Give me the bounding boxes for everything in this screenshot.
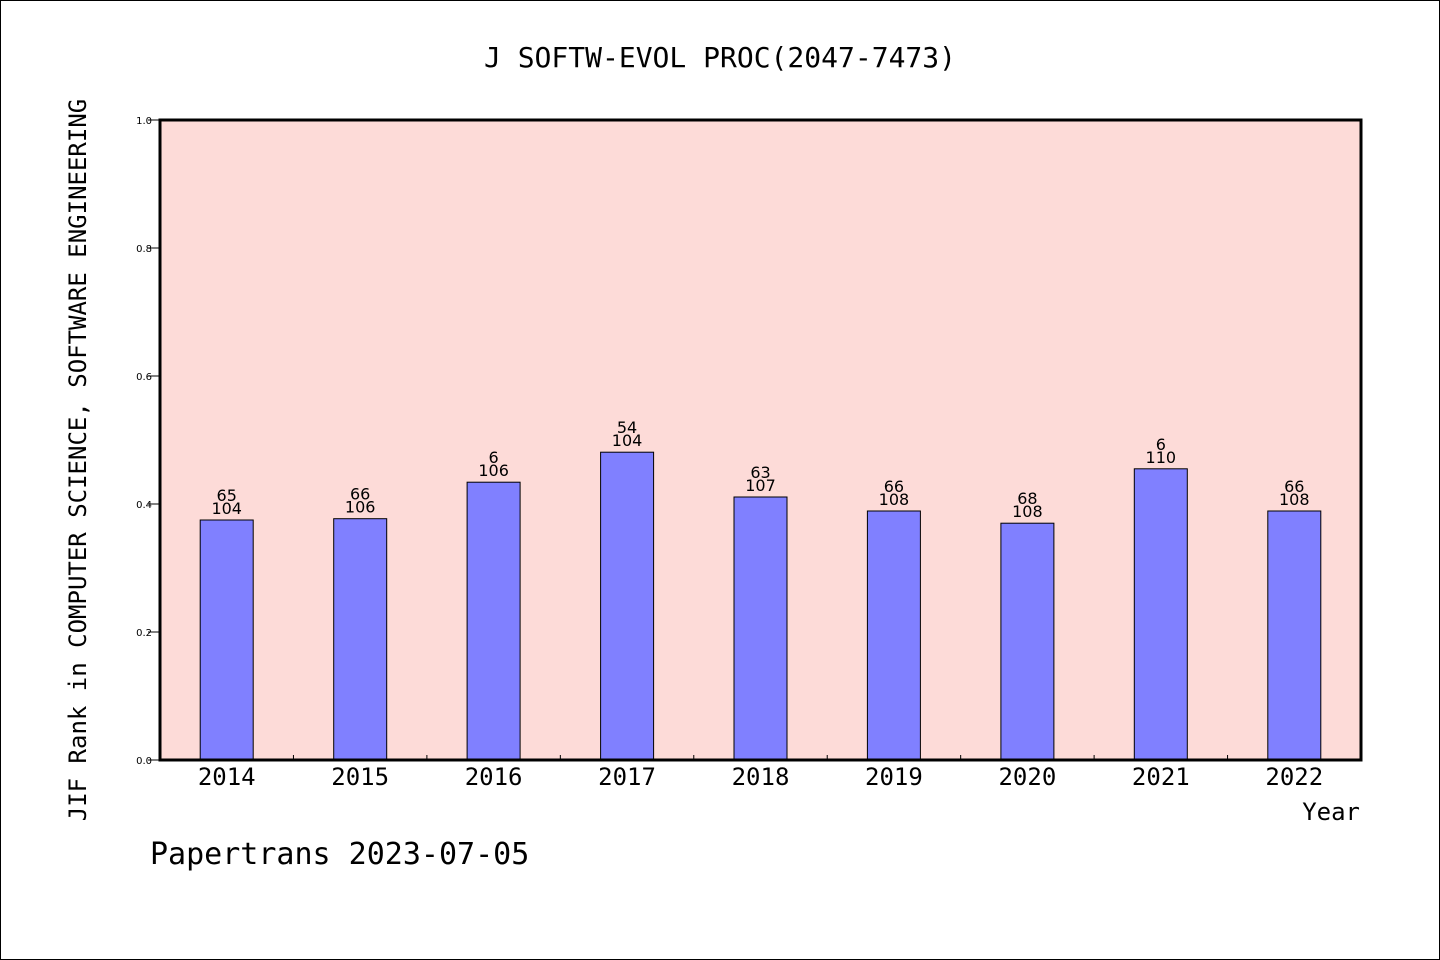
footer-watermark: Papertrans 2023-07-05 xyxy=(150,837,529,872)
x-tick-label-2015: 2015 xyxy=(331,763,389,791)
bar-rank-label-2019: 66 xyxy=(884,477,904,496)
y-tick-label-4: 0.8 xyxy=(136,244,152,255)
x-tick-label-2019: 2019 xyxy=(865,763,923,791)
bar-rank-label-2020: 68 xyxy=(1017,489,1037,508)
bar-total-label-2017: 104 xyxy=(612,431,643,450)
x-tick-label-2018: 2018 xyxy=(732,763,790,791)
bar-rank-label-2017: 54 xyxy=(617,418,637,437)
bar-2019 xyxy=(866,510,921,761)
bar-rank-label-2022: 66 xyxy=(1284,477,1304,496)
x-axis-label: Year xyxy=(1302,798,1360,826)
x-ticks-group: 2014 2015 2016 2017 2018 2019 2020 2021 2022 xyxy=(198,755,1323,791)
bar-2020 xyxy=(1000,522,1055,761)
plot-border xyxy=(158,118,1363,762)
bar-2017 xyxy=(600,451,655,761)
bar-rank-label-2016: 6 xyxy=(489,448,499,467)
bar-total-label-2016: 106 xyxy=(478,461,509,480)
bar-rank-label-2018: 63 xyxy=(750,463,770,482)
x-tick-label-2022: 2022 xyxy=(1265,763,1323,791)
x-tick-label-2017: 2017 xyxy=(598,763,656,791)
bar-2014 xyxy=(199,519,254,761)
bar-total-label-2014: 104 xyxy=(211,499,242,518)
bar-2015 xyxy=(333,518,388,761)
bar-2018 xyxy=(733,496,788,761)
bar-2021 xyxy=(1133,468,1188,761)
y-axis-label: JIF Rank in COMPUTER SCIENCE, SOFTWARE E… xyxy=(64,99,92,821)
x-tick-label-2014: 2014 xyxy=(198,763,256,791)
y-tick-label-1: 0.2 xyxy=(136,628,152,639)
bar-total-label-2020: 108 xyxy=(1012,502,1043,521)
x-tick-label-2020: 2020 xyxy=(998,763,1056,791)
bar-total-label-2022: 108 xyxy=(1279,490,1310,509)
bar-2022 xyxy=(1267,510,1322,761)
x-tick-label-2021: 2021 xyxy=(1132,763,1190,791)
y-tick-label-3: 0.6 xyxy=(136,372,152,383)
bar-total-label-2021: 110 xyxy=(1146,448,1177,467)
y-tick-label-5: 1.0 xyxy=(136,116,152,127)
chart-title: J SOFTW-EVOL PROC(2047-7473) xyxy=(484,41,956,74)
y-ticks-group: 0.0 0.2 0.4 0.6 0.8 1.0 xyxy=(136,116,160,767)
x-tick-label-2016: 2016 xyxy=(465,763,523,791)
bar-total-label-2019: 108 xyxy=(879,490,910,509)
bar-rank-label-2014: 65 xyxy=(217,486,237,505)
y-tick-label-2: 0.4 xyxy=(136,500,152,511)
bar-rank-label-2015: 66 xyxy=(350,485,370,504)
y-tick-label-0: 0.0 xyxy=(136,756,152,767)
bar-2016 xyxy=(466,481,521,761)
bar-rank-label-2021: 6 xyxy=(1156,435,1166,454)
bar-total-label-2018: 107 xyxy=(745,476,776,495)
bar-total-label-2015: 106 xyxy=(345,498,376,517)
bars-group xyxy=(199,451,1322,761)
